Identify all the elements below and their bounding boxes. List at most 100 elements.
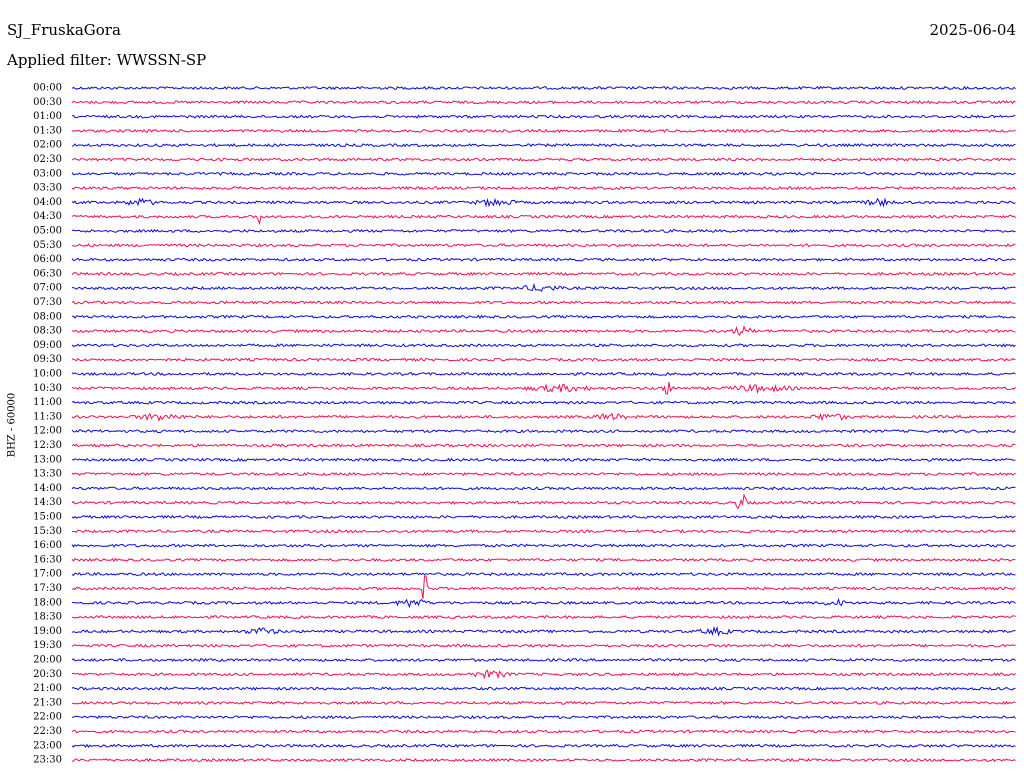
- time-label: 06:30: [33, 268, 62, 279]
- time-label: 13:30: [33, 469, 62, 480]
- trace: [71, 324, 1016, 337]
- time-label: 10:00: [33, 369, 62, 380]
- time-label: 10:30: [33, 383, 62, 394]
- time-label: 11:00: [33, 397, 62, 408]
- trace: [71, 575, 1016, 599]
- time-label: 14:30: [33, 497, 62, 508]
- time-label: 07:30: [33, 297, 62, 308]
- time-label: 12:30: [33, 440, 62, 451]
- trace: [72, 529, 1016, 534]
- trace: [71, 228, 1016, 234]
- time-label: 14:00: [33, 483, 62, 494]
- time-label: 03:30: [33, 183, 62, 194]
- trace: [71, 85, 1016, 91]
- trace: [72, 757, 1016, 763]
- time-label: 04:00: [33, 197, 62, 208]
- time-label: 21:30: [33, 697, 62, 708]
- trace: [71, 371, 1016, 377]
- time-label: 05:00: [33, 226, 62, 237]
- trace: [71, 686, 1016, 691]
- time-label: 20:00: [33, 655, 62, 666]
- trace: [71, 157, 1016, 162]
- time-label: 17:00: [33, 569, 62, 580]
- trace: [71, 300, 1016, 305]
- time-label: 12:00: [33, 426, 62, 437]
- trace: [71, 643, 1016, 648]
- date: 2025-06-04: [930, 21, 1016, 39]
- trace: [71, 100, 1016, 105]
- trace: [71, 314, 1016, 320]
- time-label: 20:30: [33, 669, 62, 680]
- trace: [71, 185, 1016, 191]
- time-label: 04:30: [33, 211, 62, 222]
- time-label: 17:30: [33, 583, 62, 594]
- time-label: 00:00: [33, 83, 62, 94]
- time-label: 23:00: [33, 740, 62, 751]
- trace: [71, 114, 1016, 119]
- trace: [71, 543, 1016, 548]
- trace: [71, 343, 1016, 348]
- trace: [72, 700, 1016, 706]
- time-label: 16:00: [33, 540, 62, 551]
- trace: [71, 715, 1016, 720]
- trace: [71, 471, 1016, 477]
- trace: [71, 614, 1016, 620]
- trace: [71, 743, 1016, 748]
- time-label: 18:30: [33, 612, 62, 623]
- trace: [71, 128, 1016, 134]
- trace: [71, 657, 1016, 663]
- trace: [71, 557, 1016, 563]
- time-label: 16:30: [33, 554, 62, 565]
- time-label: 05:30: [33, 240, 62, 251]
- trace: [71, 429, 1016, 434]
- trace: [72, 282, 1016, 293]
- time-label: 15:00: [33, 512, 62, 523]
- trace: [71, 357, 1016, 362]
- trace: [71, 729, 1016, 734]
- trace: [71, 197, 1016, 208]
- time-label: 09:00: [33, 340, 62, 351]
- time-label: 01:00: [33, 111, 62, 122]
- time-label: 23:30: [33, 755, 62, 766]
- filter-label: Applied filter: WWSSN-SP: [6, 51, 206, 69]
- time-label: 06:00: [33, 254, 62, 265]
- time-label: 03:00: [33, 168, 62, 179]
- time-label: 07:00: [33, 283, 62, 294]
- trace: [71, 486, 1016, 491]
- trace: [71, 572, 1016, 577]
- time-label: 15:30: [33, 526, 62, 537]
- time-label: 02:30: [33, 154, 62, 165]
- trace: [71, 214, 1016, 226]
- traces: 00:00 00:30 01:00 01:30 02:00 02:30 03:00 03:30…: [33, 83, 1016, 766]
- trace: [71, 171, 1016, 176]
- trace: [71, 382, 1016, 395]
- trace: [71, 400, 1016, 405]
- time-label: 09:30: [33, 354, 62, 365]
- time-label: 11:30: [33, 411, 62, 422]
- trace: [71, 457, 1016, 462]
- station-name: SJ_FruskaGora: [7, 21, 121, 39]
- time-label: 21:00: [33, 683, 62, 694]
- trace: [71, 493, 1016, 510]
- trace: [71, 625, 1016, 637]
- trace: [71, 257, 1016, 262]
- time-label: 19:00: [33, 626, 62, 637]
- trace: [71, 514, 1016, 520]
- trace: [71, 243, 1016, 248]
- trace: [71, 271, 1016, 277]
- time-label: 01:30: [33, 125, 62, 136]
- time-label: 22:00: [33, 712, 62, 723]
- time-label: 18:00: [33, 597, 62, 608]
- time-label: 13:00: [33, 454, 62, 465]
- time-label: 08:30: [33, 326, 62, 337]
- trace: [71, 143, 1016, 148]
- trace: [71, 412, 1016, 422]
- trace: [71, 443, 1016, 448]
- time-label: 00:30: [33, 97, 62, 108]
- trace: [71, 669, 1016, 680]
- time-label: 08:00: [33, 311, 62, 322]
- time-label: 19:30: [33, 640, 62, 651]
- axis-label: BHZ - 60000: [7, 393, 18, 458]
